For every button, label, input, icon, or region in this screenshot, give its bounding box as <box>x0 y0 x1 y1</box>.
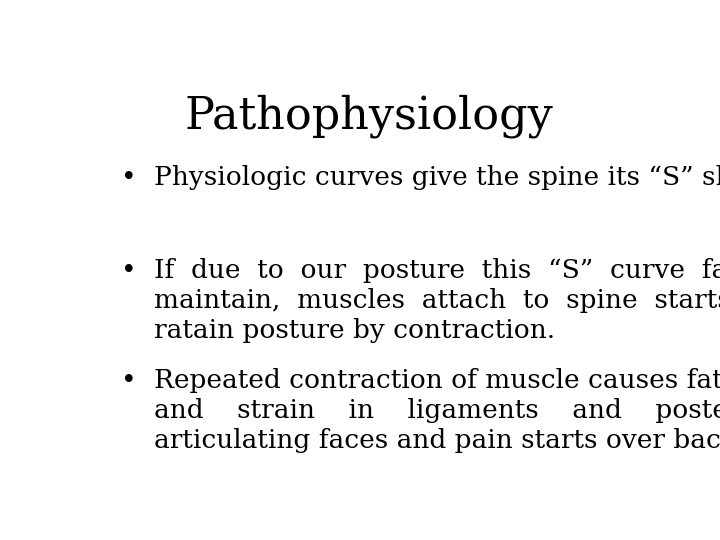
Text: Pathophysiology: Pathophysiology <box>184 94 554 138</box>
Text: Physiologic curves give the spine its “S” shape.: Physiologic curves give the spine its “S… <box>154 165 720 190</box>
Text: •: • <box>121 165 136 190</box>
Text: If  due  to  our  posture  this  “S”  curve  fails  to: If due to our posture this “S” curve fai… <box>154 258 720 283</box>
Text: articulating faces and pain starts over back.: articulating faces and pain starts over … <box>154 428 720 453</box>
Text: •: • <box>121 258 136 283</box>
Text: •: • <box>121 368 136 393</box>
Text: and    strain    in    ligaments    and    posterior: and strain in ligaments and posterior <box>154 399 720 423</box>
Text: ratain posture by contraction.: ratain posture by contraction. <box>154 318 555 343</box>
Text: maintain,  muscles  attach  to  spine  starts  to: maintain, muscles attach to spine starts… <box>154 288 720 313</box>
Text: Repeated contraction of muscle causes fatigue: Repeated contraction of muscle causes fa… <box>154 368 720 393</box>
